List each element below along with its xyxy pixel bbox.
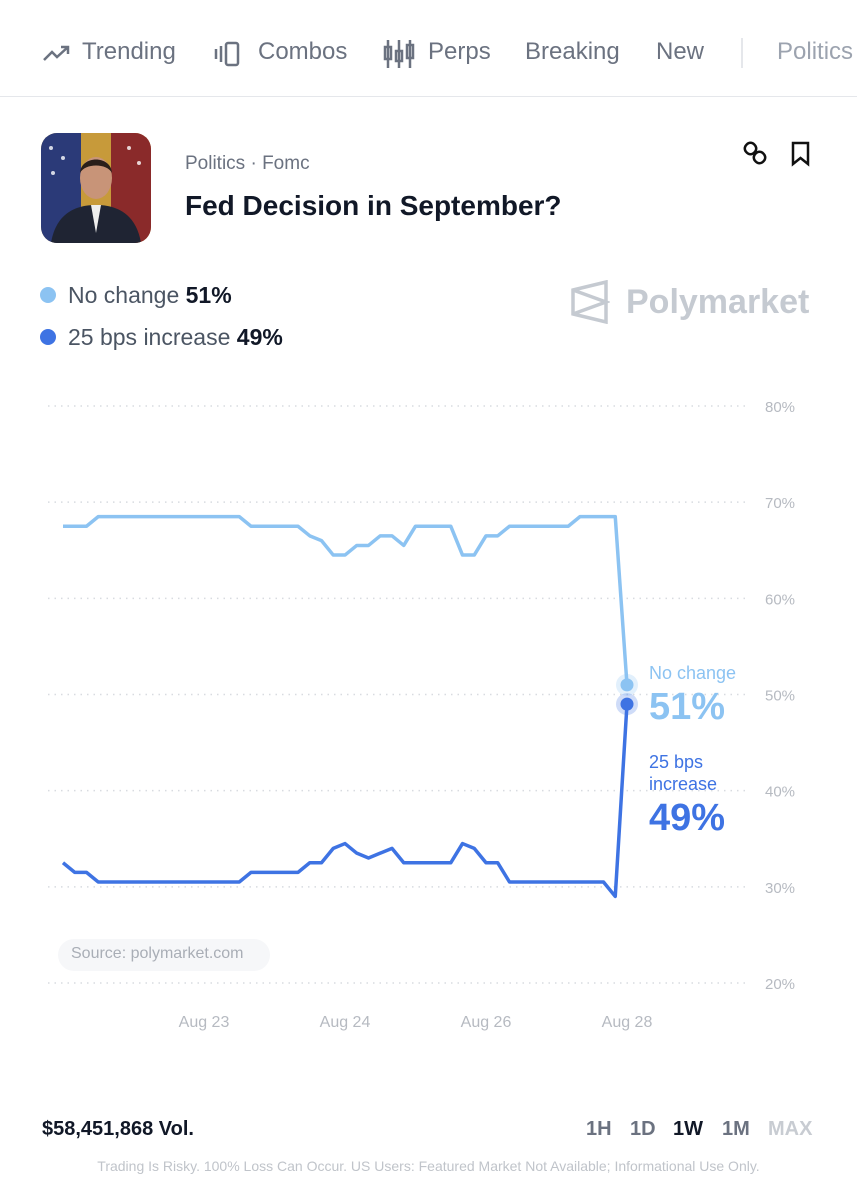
line	[61, 704, 629, 899]
nav-item[interactable]: Politics	[777, 38, 854, 65]
chart: 20% 30% 40% 50% 60% 70% 80% Aug 23 Aug 24 Aug 26 A…	[48, 399, 795, 1031]
nav-item[interactable]: Breaking	[525, 38, 620, 65]
timeframe-button[interactable]: 1H	[586, 1118, 612, 1140]
legend-value: 49%	[236, 324, 283, 350]
legend-label: 25 bps increase	[68, 324, 231, 350]
nav-item[interactable]: Perps	[428, 38, 491, 65]
nav-item[interactable]: Trending	[82, 38, 176, 65]
y-tick-label: 80%	[765, 399, 795, 416]
timeframe-button[interactable]: MAX	[768, 1118, 813, 1140]
end-label-name: 25 bps increase	[649, 752, 718, 794]
legend-swatch	[40, 329, 56, 345]
watermark-logo	[571, 280, 610, 324]
x-tick-label: Aug 26	[461, 1014, 512, 1031]
watermark: Polymarket	[626, 283, 810, 321]
x-tick-label: Aug 28	[602, 1014, 653, 1031]
timeframe-button[interactable]: 1M	[722, 1118, 750, 1140]
end-label-name: No change	[649, 663, 737, 683]
perps-icon	[383, 40, 415, 68]
x-tick-label: Aug 23	[179, 1014, 230, 1031]
volume: $58,451,868 Vol.	[42, 1118, 194, 1140]
end-label-value: 51%	[649, 686, 726, 728]
source: Source: polymarket.com	[71, 945, 244, 962]
timeframe-button[interactable]: 1W	[673, 1118, 703, 1140]
market-title: Fed Decision in September?	[185, 190, 562, 221]
end-dot	[620, 678, 634, 692]
end-label-value: 49%	[649, 797, 726, 839]
nav-item[interactable]: New	[656, 38, 705, 65]
y-tick-label: 40%	[765, 784, 795, 801]
timeframe-button[interactable]: 1D	[630, 1118, 656, 1140]
breadcrumb[interactable]: Politics · Fomc	[185, 153, 310, 174]
link-button[interactable]	[742, 140, 770, 168]
nav-item[interactable]: Combos	[258, 38, 348, 65]
end-dot	[620, 697, 634, 711]
line	[63, 514, 629, 686]
y-tick-label: 20%	[765, 976, 795, 993]
legend-value: 51%	[185, 282, 232, 308]
legend-item: No change 51%	[40, 282, 232, 309]
combos-icon	[214, 41, 240, 67]
nav-bar: Trending Combos Perps Breaking New Polit…	[0, 0, 857, 97]
legend-item: 25 bps increase 49%	[40, 324, 283, 351]
disclaimer: Trading Is Risky. 100% Loss Can Occur. U…	[97, 1158, 760, 1174]
y-tick-label: 30%	[765, 880, 795, 897]
trending-icon	[43, 45, 70, 61]
bookmark-button[interactable]	[789, 140, 813, 168]
legend-label: No change	[68, 282, 180, 308]
source-pill	[58, 939, 270, 971]
legend-swatch	[40, 287, 56, 303]
y-tick-label: 70%	[765, 495, 795, 512]
x-tick-label: Aug 24	[320, 1014, 371, 1031]
y-tick-label: 60%	[765, 591, 795, 608]
market-image	[41, 133, 151, 243]
divider	[741, 38, 743, 68]
y-tick-label: 50%	[765, 688, 795, 705]
